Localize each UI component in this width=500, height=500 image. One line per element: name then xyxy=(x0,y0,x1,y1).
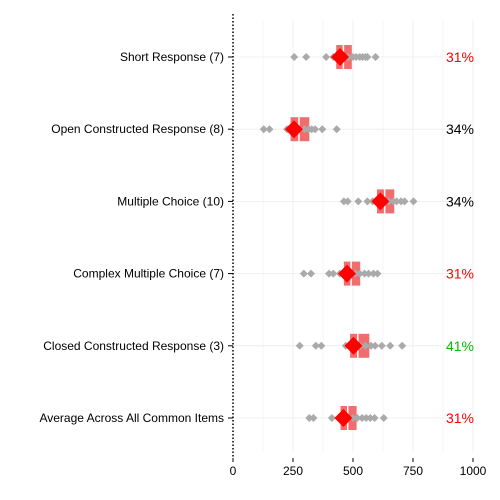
data-point xyxy=(354,197,362,205)
row-group xyxy=(300,262,382,286)
x-tick-label: 750 xyxy=(403,464,423,478)
pct-label: 34% xyxy=(446,193,474,209)
row-group xyxy=(296,334,406,358)
data-point xyxy=(398,342,406,350)
row-label: Multiple Choice (10) xyxy=(117,194,224,208)
label-layer: Short Response (7) 31% Open Constructed Re… xyxy=(39,49,474,426)
data-point xyxy=(322,53,330,61)
row-label: Complex Multiple Choice (7) xyxy=(73,267,224,281)
data-point xyxy=(380,414,388,422)
data-point xyxy=(318,125,326,133)
row-group xyxy=(290,45,379,69)
data-point xyxy=(317,342,325,350)
data-point xyxy=(300,270,308,278)
row-label: Closed Constructed Response (3) xyxy=(43,339,224,353)
data-point xyxy=(371,414,379,422)
x-tick-label: 1000 xyxy=(460,464,487,478)
x-tick-label: 0 xyxy=(230,464,237,478)
data-point xyxy=(307,270,315,278)
grid-layer xyxy=(233,20,473,452)
rows-layer xyxy=(260,45,418,430)
data-point xyxy=(290,53,298,61)
data-point xyxy=(333,125,341,133)
pct-label: 31% xyxy=(446,266,474,282)
pct-label: 34% xyxy=(446,121,474,137)
row-group xyxy=(340,189,418,213)
pct-label: 41% xyxy=(446,338,474,354)
data-point xyxy=(265,125,273,133)
data-point xyxy=(378,342,386,350)
row-label: Average Across All Common Items xyxy=(39,411,224,425)
data-point xyxy=(372,53,380,61)
x-tick-label: 500 xyxy=(343,464,363,478)
data-point xyxy=(309,414,317,422)
pct-label: 31% xyxy=(446,49,474,65)
x-tick-label: 250 xyxy=(283,464,303,478)
row-label: Open Constructed Response (8) xyxy=(51,122,224,136)
pct-label: 31% xyxy=(446,410,474,426)
axis-layer: 0 250 500 750 1000 xyxy=(230,14,487,478)
row-label: Short Response (7) xyxy=(120,50,224,64)
data-point xyxy=(373,270,381,278)
data-point xyxy=(302,53,310,61)
data-point xyxy=(409,197,417,205)
data-point xyxy=(296,342,304,350)
data-point xyxy=(386,342,394,350)
